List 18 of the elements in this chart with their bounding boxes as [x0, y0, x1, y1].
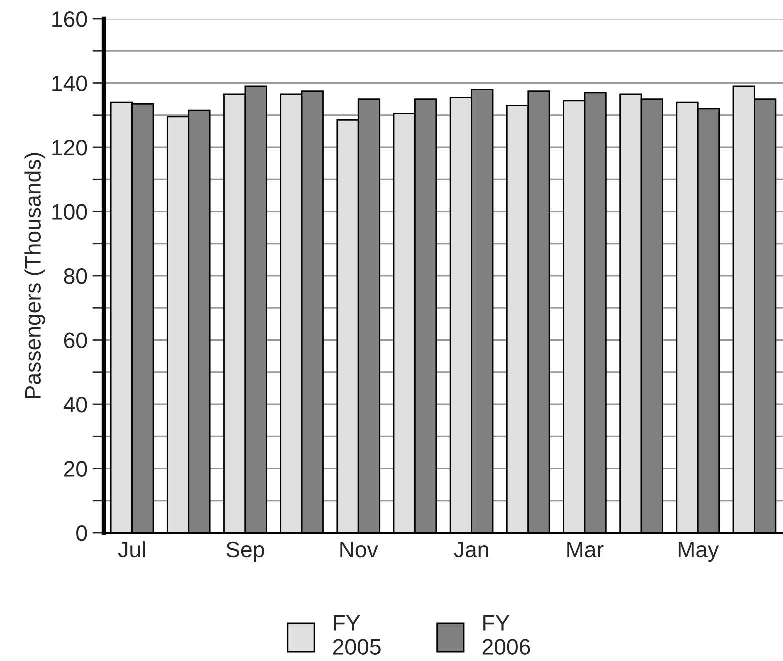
- x-tick-label: Sep: [226, 542, 264, 562]
- y-tick-label: 60: [64, 332, 88, 349]
- y-tick-label: 140: [52, 76, 88, 92]
- y-tick-label: 120: [52, 140, 88, 156]
- x-tick-label: Nov: [340, 542, 378, 558]
- y-tick-label: 160: [52, 12, 88, 28]
- x-tick-label: Mar: [568, 542, 604, 558]
- y-tick-label: 80: [64, 268, 88, 284]
- y-tick-label: 20: [64, 461, 88, 478]
- legend-label: FY 2006: [482, 615, 530, 655]
- y-axis-title: Passengers (Thousands): [24, 153, 46, 398]
- y-tick-label: 0: [76, 526, 88, 542]
- x-tick-label: Jul: [118, 541, 146, 558]
- legend-label: FY 2005: [333, 615, 381, 655]
- x-tick-label: May: [678, 542, 720, 562]
- y-tick-label: 40: [64, 397, 88, 413]
- y-tick-label: 100: [52, 204, 88, 220]
- x-tick-label: Jan: [454, 542, 488, 558]
